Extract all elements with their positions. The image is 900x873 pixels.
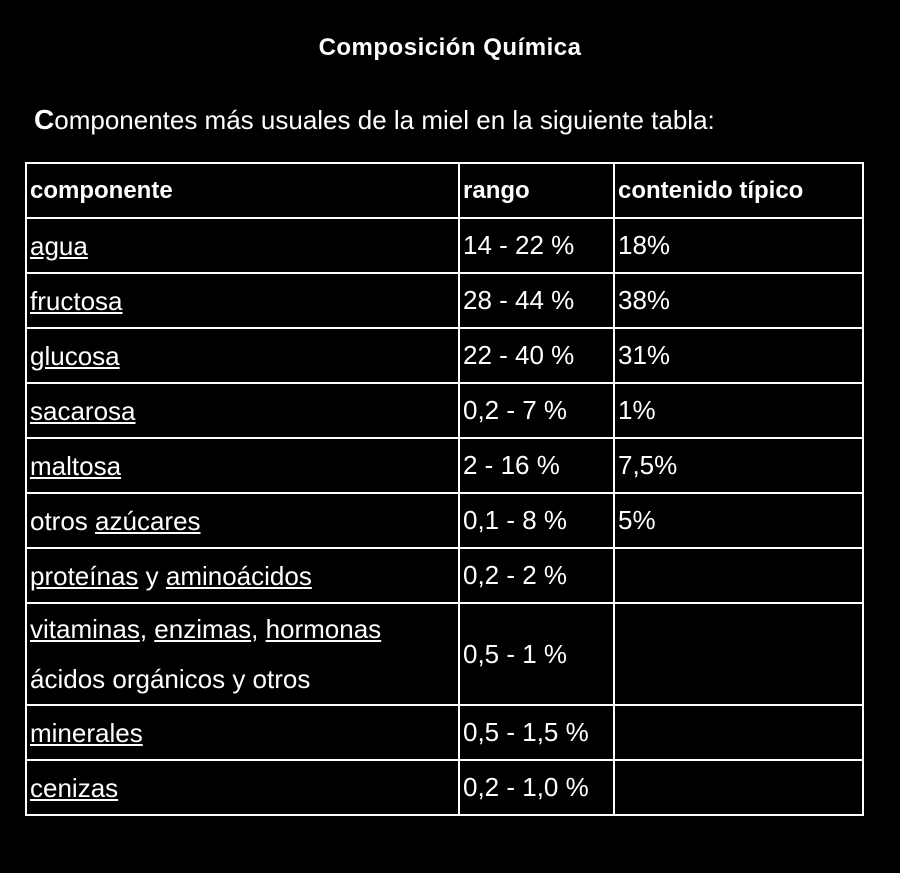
cell-line: vitaminas, enzimas, hormonas <box>30 604 455 654</box>
cell-line: maltosa <box>30 441 455 491</box>
column-header: rango <box>458 162 615 219</box>
cell-line: otros azúcares <box>30 496 455 546</box>
range-cell: 0,2 - 1,0 % <box>458 759 615 816</box>
table-row: sacarosa 0,2 - 7 % 1% <box>25 382 864 439</box>
link[interactable]: agua <box>30 230 88 261</box>
link[interactable]: hormonas <box>265 614 382 644</box>
range-cell: 14 - 22 % <box>458 217 615 274</box>
range-cell: 0,2 - 2 % <box>458 547 615 604</box>
range-cell: 0,5 - 1,5 % <box>458 704 615 761</box>
typical-cell <box>613 704 864 761</box>
typical-cell: 38% <box>613 272 864 329</box>
typical-cell <box>613 547 864 604</box>
typical-cell: 5% <box>613 492 864 549</box>
text: otros <box>30 505 96 536</box>
range-cell: 2 - 16 % <box>458 437 615 494</box>
link[interactable]: fructosa <box>30 285 123 316</box>
component-cell: minerales <box>25 704 460 761</box>
component-cell: vitaminas, enzimas, hormonas ácidos orgán… <box>25 602 460 706</box>
table-body: agua 14 - 22 % 18% fructosa 28 - 44 % 38% gluc… <box>25 217 864 816</box>
component-cell: agua <box>25 217 460 274</box>
link[interactable]: enzimas <box>154 614 252 644</box>
link[interactable]: proteínas <box>30 560 139 591</box>
text: , <box>251 614 266 644</box>
component-cell: proteínas y aminoácidos <box>25 547 460 604</box>
range-cell: 22 - 40 % <box>458 327 615 384</box>
table-row: agua 14 - 22 % 18% <box>25 217 864 274</box>
component-cell: sacarosa <box>25 382 460 439</box>
range-cell: 28 - 44 % <box>458 272 615 329</box>
intro: Componentes más usuales de la miel en la… <box>34 104 715 135</box>
cell-line: agua <box>30 221 455 271</box>
component-cell: glucosa <box>25 327 460 384</box>
cell-line: cenizas <box>30 763 455 813</box>
table-row: proteínas y aminoácidos 0,2 - 2 % <box>25 547 864 604</box>
typical-cell: 7,5% <box>613 437 864 494</box>
column-header: contenido típico <box>613 162 864 219</box>
table-row: minerales 0,5 - 1,5 % <box>25 704 864 761</box>
cell-line: fructosa <box>30 276 455 326</box>
link[interactable]: aminoácidos <box>165 560 312 591</box>
table-row: cenizas 0,2 - 1,0 % <box>25 759 864 816</box>
component-cell: cenizas <box>25 759 460 816</box>
table-row: fructosa 28 - 44 % 38% <box>25 272 864 329</box>
table-row: glucosa 22 - 40 % 31% <box>25 327 864 384</box>
cell-line: proteínas y aminoácidos <box>30 551 455 601</box>
link[interactable]: vitaminas <box>30 614 140 644</box>
typical-cell <box>613 759 864 816</box>
typical-cell: 18% <box>613 217 864 274</box>
component-cell: maltosa <box>25 437 460 494</box>
link[interactable]: glucosa <box>30 340 120 371</box>
typical-cell: 1% <box>613 382 864 439</box>
text: , <box>139 614 155 644</box>
link[interactable]: cenizas <box>30 772 119 803</box>
title: Composición Química <box>318 34 582 61</box>
link[interactable]: maltosa <box>30 450 122 481</box>
link[interactable]: minerales <box>30 717 143 748</box>
table-row: vitaminas, enzimas, hormonas ácidos orgán… <box>25 602 864 706</box>
cell-line: glucosa <box>30 331 455 381</box>
link[interactable]: sacarosa <box>30 395 136 426</box>
text: ácidos orgánicos y otros <box>30 664 311 694</box>
cell-line: sacarosa <box>30 386 455 436</box>
column-header: componente <box>25 162 460 219</box>
range-cell: 0,5 - 1 % <box>458 602 615 706</box>
header-row: componente rango contenido típico <box>25 162 864 219</box>
table-row: otros azúcares 0,1 - 8 % 5% <box>25 492 864 549</box>
cell-line: ácidos orgánicos y otros <box>30 654 455 704</box>
text: y <box>138 560 166 591</box>
table-row: maltosa 2 - 16 % 7,5% <box>25 437 864 494</box>
typical-cell <box>613 602 864 706</box>
range-cell: 0,1 - 8 % <box>458 492 615 549</box>
component-cell: otros azúcares <box>25 492 460 549</box>
component-cell: fructosa <box>25 272 460 329</box>
composition-table: componente rango contenido típico agua 14 -… <box>25 162 864 816</box>
typical-cell: 31% <box>613 327 864 384</box>
range-cell: 0,2 - 7 % <box>458 382 615 439</box>
cell-line: minerales <box>30 708 455 758</box>
link[interactable]: azúcares <box>95 505 201 536</box>
